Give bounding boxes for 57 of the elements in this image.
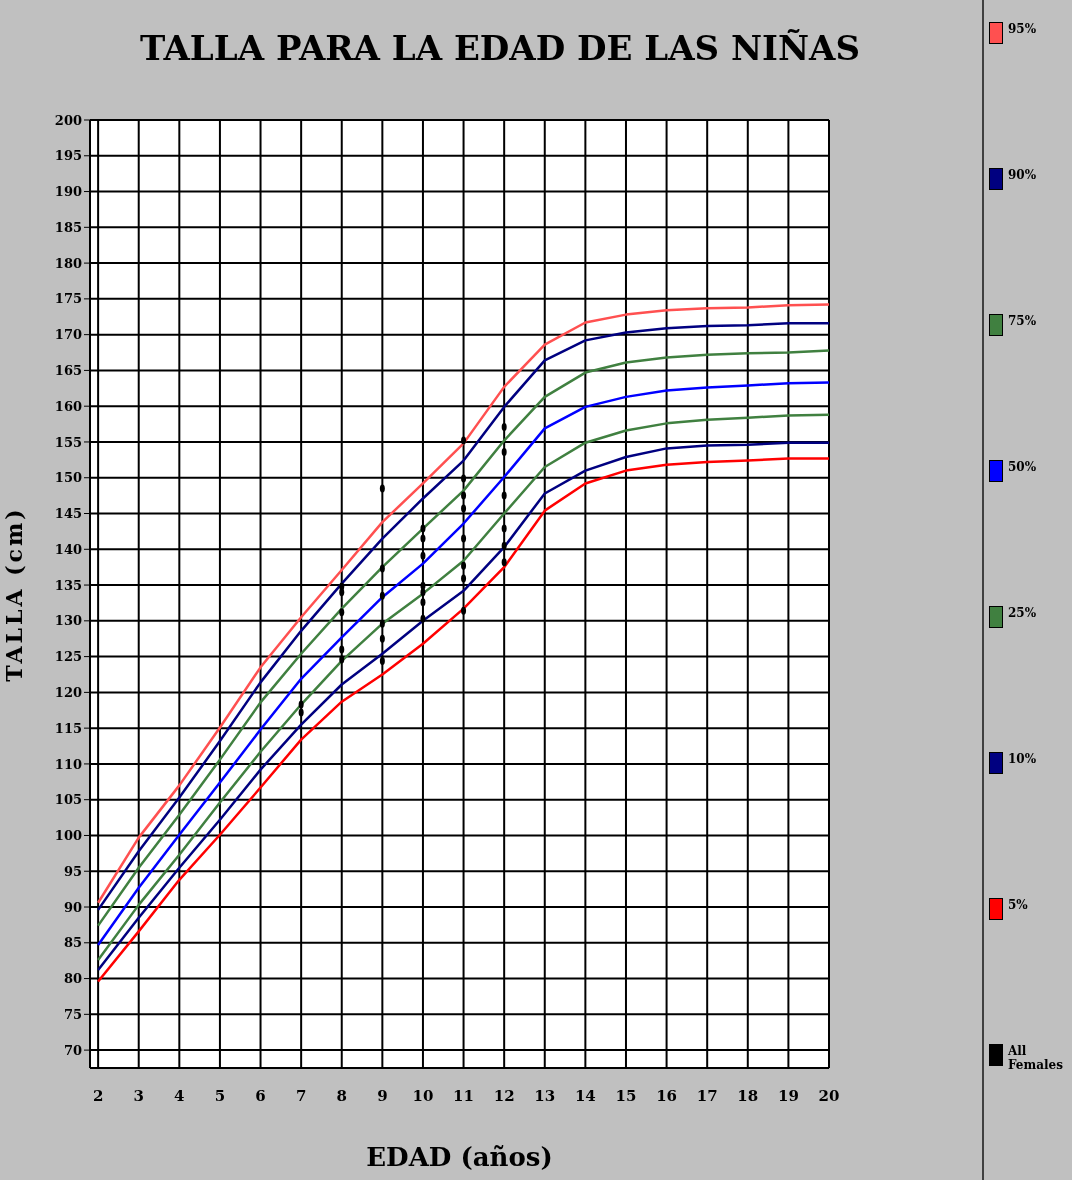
x-tick-label: 3 <box>133 1086 144 1105</box>
y-tick-label: 130 <box>54 613 82 629</box>
x-tick-label: 9 <box>377 1086 388 1105</box>
y-tick-label: 95 <box>63 863 82 879</box>
y-axis-title: TALLA (cm) <box>0 506 27 682</box>
y-tick-label: 175 <box>54 291 82 307</box>
y-tick-label: 195 <box>54 148 82 164</box>
y-tick-label: 75 <box>63 1006 82 1022</box>
y-tick-label: 200 <box>54 112 82 128</box>
y-tick-label: 125 <box>54 649 82 665</box>
y-tick-label: 140 <box>54 541 82 557</box>
legend-label: 75% <box>1008 314 1038 328</box>
x-tick-label: 16 <box>656 1086 678 1105</box>
x-tick-label: 2 <box>92 1086 104 1105</box>
y-tick-label: 190 <box>54 184 82 200</box>
x-tick-label: 10 <box>412 1086 434 1105</box>
legend-label: 90% <box>1008 168 1038 182</box>
x-tick-label: 18 <box>737 1086 759 1105</box>
x-tick-label: 20 <box>818 1086 840 1105</box>
x-tick-label: 6 <box>255 1086 266 1105</box>
x-tick-label: 11 <box>453 1086 474 1105</box>
legend-label: 25% <box>1008 606 1038 620</box>
x-axis-title: EDAD (años) <box>366 1142 553 1172</box>
y-tick-label: 155 <box>54 434 82 450</box>
x-tick-label: 12 <box>493 1086 515 1105</box>
y-tick-label: 160 <box>54 398 82 414</box>
legend-label: 95% <box>1008 22 1038 36</box>
x-tick-label: 17 <box>696 1086 718 1105</box>
y-tick-label: 145 <box>54 506 82 522</box>
x-tick-label: 13 <box>534 1086 556 1105</box>
chart-title: TALLA PARA LA EDAD DE LAS NIÑAS <box>139 28 861 68</box>
y-tick-label: 110 <box>54 756 82 772</box>
y-tick-label: 105 <box>54 792 82 808</box>
legend-label: All Females <box>1008 1044 1064 1072</box>
y-tick-label: 150 <box>54 470 82 486</box>
y-tick-label: 80 <box>63 971 82 987</box>
x-tick-label: 8 <box>336 1086 347 1105</box>
x-tick-label: 4 <box>174 1086 185 1105</box>
y-tick-label: 120 <box>54 684 82 700</box>
y-tick-label: 185 <box>54 219 82 235</box>
x-tick-label: 19 <box>777 1086 799 1105</box>
y-tick-label: 85 <box>63 935 82 951</box>
y-tick-label: 135 <box>54 577 82 593</box>
y-tick-label: 180 <box>54 255 82 271</box>
x-tick-label: 7 <box>295 1086 307 1105</box>
y-tick-label: 170 <box>54 327 82 343</box>
legend-label: 10% <box>1008 752 1038 766</box>
x-tick-label: 5 <box>214 1086 226 1105</box>
x-tick-label: 15 <box>615 1086 637 1105</box>
y-tick-label: 100 <box>54 828 82 844</box>
y-tick-label: 115 <box>54 720 82 736</box>
y-tick-label: 90 <box>63 899 82 915</box>
y-tick-label: 70 <box>63 1042 82 1058</box>
legend-label: 5% <box>1008 898 1029 912</box>
y-tick-label: 165 <box>54 363 82 379</box>
legend-label: 50% <box>1008 460 1038 474</box>
x-tick-label: 14 <box>574 1086 596 1105</box>
